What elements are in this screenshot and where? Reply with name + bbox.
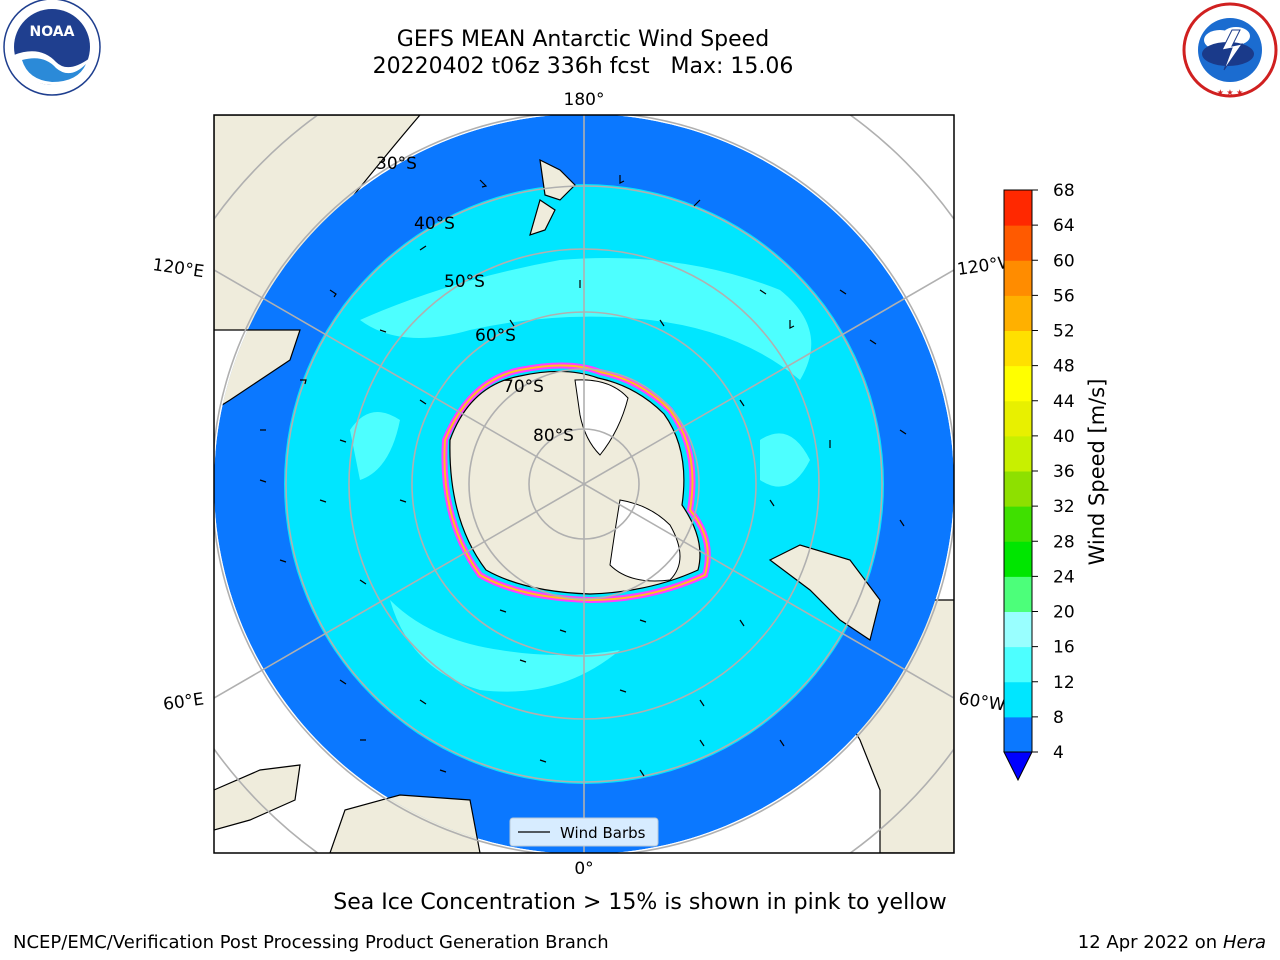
wind-barbs <box>259 175 907 777</box>
colorbar-bin-28-32 <box>1004 506 1032 542</box>
lon-label-60w: 60°W <box>957 689 1006 715</box>
footer-branch: NCEP/EMC/Verification Post Processing Pr… <box>13 932 609 953</box>
colorbar-tick-label: 36 <box>1053 462 1075 482</box>
lat-label-80: 80°S <box>533 426 574 446</box>
colorbar-bin-16-20 <box>1004 611 1032 648</box>
colorbar-bin-64-68 <box>1004 190 1032 226</box>
lat-label-70: 70°S <box>503 377 544 397</box>
noaa-logo-text: NOAA <box>30 24 75 40</box>
colorbar-bin-8-12 <box>1004 681 1032 718</box>
colorbar-tick-label: 40 <box>1053 427 1075 447</box>
colorbar-tick-label: 24 <box>1053 567 1075 587</box>
colorbar-tick-label: 16 <box>1053 638 1075 658</box>
colorbar-bin-48-52 <box>1004 330 1032 367</box>
lat-label-30: 30°S <box>376 154 417 174</box>
colorbar-bin-40-44 <box>1004 400 1032 437</box>
lon-label-60e: 60°E <box>162 689 205 714</box>
lat-label-40: 40°S <box>414 214 455 234</box>
colorbar-tick-label: 12 <box>1053 673 1075 693</box>
colorbar-bin-20-24 <box>1004 576 1032 612</box>
lat-label-50: 50°S <box>444 272 485 292</box>
latitude-labels: 30°S 40°S 50°S 60°S 70°S 80°S <box>376 154 574 446</box>
colorbar-tick-label: 64 <box>1053 216 1075 236</box>
wind-bin-12-16-patches <box>350 258 812 692</box>
colorbar-tick-label: 28 <box>1053 532 1075 552</box>
colorbar-tick-label: 32 <box>1053 497 1075 517</box>
colorbar-bin-44-48 <box>1004 365 1032 402</box>
lon-label-0: 0° <box>574 859 593 879</box>
colorbar-bin-36-40 <box>1004 435 1032 472</box>
colorbar-bin-56-60 <box>1004 260 1032 296</box>
noaa-logo: NOAA <box>3 0 101 96</box>
colorbar-tick-label: 52 <box>1053 322 1075 342</box>
colorbar-tick-label: 44 <box>1053 392 1075 412</box>
colorbar-tick-label: 4 <box>1053 743 1064 763</box>
colorbar-label: Wind Speed [m/s] <box>1085 379 1109 566</box>
colorbar-bin-32-36 <box>1004 471 1032 507</box>
map-frame <box>213 114 955 854</box>
colorbar-tick-label: 56 <box>1053 286 1075 306</box>
colorbar-tick-label: 20 <box>1053 603 1075 623</box>
sea-ice-caption: Sea Ice Concentration > 15% is shown in … <box>333 890 947 915</box>
legend-label: Wind Barbs <box>560 824 646 842</box>
map-legend: Wind Barbs <box>509 817 659 847</box>
lon-label-120e: 120°E <box>151 255 205 282</box>
colorbar-tick-label: 8 <box>1053 708 1064 728</box>
colorbar-tick-label: 48 <box>1053 357 1075 377</box>
nws-logo: ★ ★ ★ <box>1182 2 1278 98</box>
colorbar-tick-label: 68 <box>1053 181 1075 201</box>
colorbar-bin-4-8 <box>1004 716 1032 753</box>
colorbar-under-extension <box>1003 751 1033 782</box>
colorbar-bin-52-56 <box>1004 295 1032 331</box>
footer-machine: Hera <box>1222 932 1266 953</box>
colorbar-bin-24-28 <box>1004 541 1032 577</box>
svg-text:★ ★ ★: ★ ★ ★ <box>1217 88 1244 97</box>
lon-label-180: 180° <box>564 90 605 110</box>
colorbar-bin-60-64 <box>1004 225 1032 261</box>
colorbar-tick-label: 60 <box>1053 251 1075 271</box>
map-subtitle: 20220402 t06z 336h fcst Max: 15.06 <box>372 54 794 79</box>
lat-label-60: 60°S <box>475 326 516 346</box>
graticule <box>214 115 954 853</box>
footer-date-text: 12 Apr 2022 on <box>1077 932 1223 953</box>
colorbar-bin-12-16 <box>1004 646 1032 683</box>
footer-date: 12 Apr 2022 on Hera <box>1078 932 1266 953</box>
map-title: GEFS MEAN Antarctic Wind Speed <box>396 27 770 52</box>
